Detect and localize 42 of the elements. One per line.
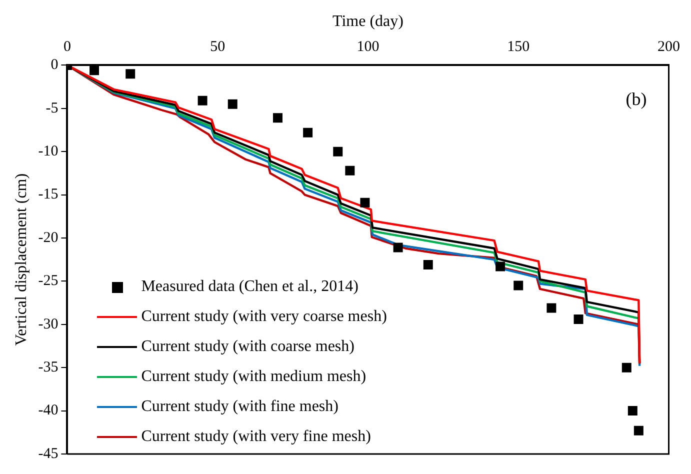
x-tick-label: 0 xyxy=(63,39,71,56)
point xyxy=(345,166,355,176)
point xyxy=(126,69,136,79)
y-tick-label: 0 xyxy=(50,57,58,74)
x-axis-title: Time (day) xyxy=(332,12,404,30)
x-tick-label: 50 xyxy=(210,39,226,56)
point xyxy=(546,303,556,313)
point xyxy=(628,406,638,416)
legend-label: Current study (with very coarse mesh) xyxy=(141,307,387,327)
annotation: (b) xyxy=(626,89,647,110)
legend-label: Current study (with medium mesh) xyxy=(141,367,366,387)
point xyxy=(303,128,313,138)
y-axis-title: Vertical displacement (cm) xyxy=(12,173,30,346)
y-tick-label: -25 xyxy=(38,273,58,290)
point xyxy=(496,262,506,272)
point xyxy=(272,113,282,123)
y-tick-label: -15 xyxy=(38,186,58,203)
point xyxy=(393,242,403,252)
y-tick-label: -45 xyxy=(38,446,58,462)
legend-label: Current study (with fine mesh) xyxy=(141,397,338,417)
x-tick-label: 100 xyxy=(356,39,380,56)
legend-label: Measured data (Chen et al., 2014) xyxy=(141,277,358,297)
point xyxy=(228,99,238,109)
y-tick-label: -10 xyxy=(38,144,58,160)
y-tick-label: -30 xyxy=(38,316,58,332)
y-tick-label: -35 xyxy=(38,360,58,376)
point xyxy=(423,260,433,270)
point xyxy=(622,362,632,372)
point xyxy=(514,280,524,290)
x-tick-label: 150 xyxy=(507,39,530,56)
legend-label: Current study (with very fine mesh) xyxy=(141,427,371,447)
legend-label: Current study (with coarse mesh) xyxy=(141,337,354,357)
point xyxy=(90,66,100,76)
point xyxy=(360,198,370,208)
y-tick-label: -20 xyxy=(38,230,58,246)
y-tick-label: -5 xyxy=(46,100,58,116)
x-tick-label: 200 xyxy=(658,39,680,56)
point xyxy=(634,426,644,436)
point xyxy=(333,146,343,156)
point xyxy=(574,314,584,324)
y-tick-label: -40 xyxy=(38,402,58,419)
point xyxy=(198,96,208,106)
